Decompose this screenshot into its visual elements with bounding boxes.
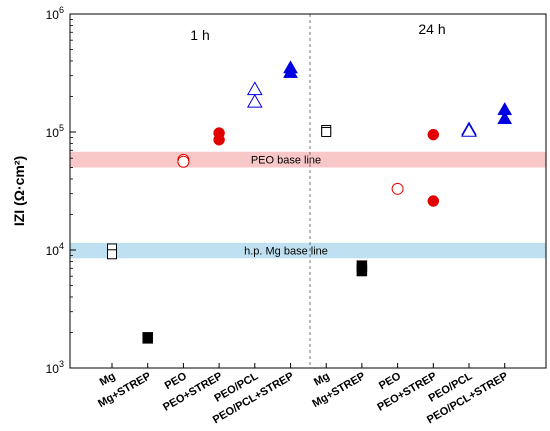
y-tick-label: 104 [46,241,64,258]
data-point-circle [213,133,225,146]
data-point-circle [391,182,404,195]
data-point-circle [427,195,440,207]
data-point-square [356,264,368,277]
band-label-1: h.p. Mg base line [244,246,328,258]
data-point-circle [177,155,190,168]
y-tick-label: 103 [46,359,64,376]
band-label-0: PEO base line [251,155,321,167]
y-tick-label: 106 [46,5,64,22]
data-point-triangle [461,122,477,137]
data-point-square [142,332,153,344]
data-point-triangle [283,64,298,78]
y-axis-label: IZI (Ω·cm²) [11,156,27,226]
y-axis-ticks: 103 104 105 106 [46,5,76,376]
data-point-circle [427,128,440,141]
data-point-square [321,127,332,137]
x-tick-label: Mg [312,370,332,388]
panel-label-1h: 1 h [190,27,209,43]
plot-frame [69,13,547,369]
y-tick-label: 105 [46,123,64,140]
data-point-triangle [246,93,263,108]
x-tick-label: Mg [98,370,118,388]
band-1 [70,242,546,259]
data-point-square [107,249,117,260]
data-points [107,60,513,344]
data-point-triangle [246,81,263,96]
data-point-triangle [497,111,513,125]
baseline-bands: PEO base line h.p. Mg base line [70,151,546,259]
panel-label-24h: 24 h [418,21,445,37]
